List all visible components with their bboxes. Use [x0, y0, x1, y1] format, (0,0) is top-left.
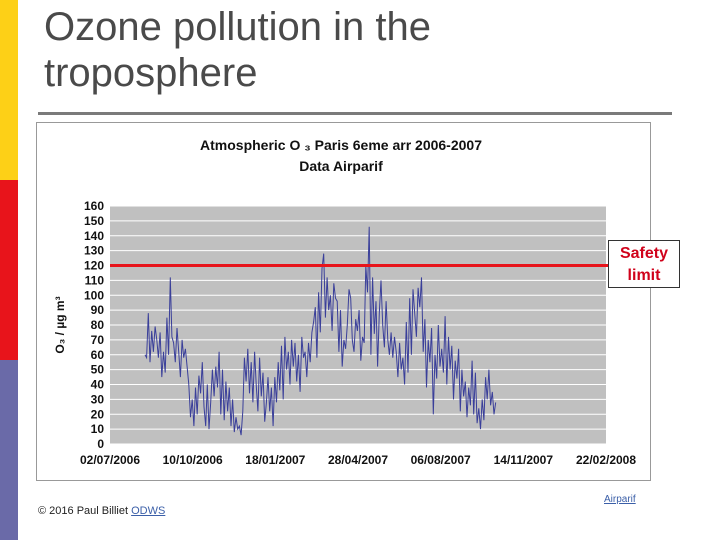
y-tick-label: 90: [91, 303, 105, 317]
safety-limit-label: Safety limit: [608, 240, 680, 288]
gridlines: [110, 205, 606, 445]
ozone-chart: Atmospheric O ₃ Paris 6eme arr 2006-2007…: [36, 122, 651, 481]
accent-strip-yellow: [0, 0, 18, 180]
x-tick-label: 28/04/2007: [328, 453, 388, 467]
safety-label-line1: Safety: [619, 245, 669, 262]
chart-title-line2: Data Airparif: [299, 158, 383, 174]
slide-title-line1: Ozone pollution in the: [44, 5, 431, 49]
x-tick-label: 14/11/2007: [494, 453, 554, 467]
copyright-text: © 2016 Paul Billiet: [38, 505, 132, 517]
y-axis-label: O₃ / µg m³: [53, 296, 67, 353]
x-tick-labels: 02/07/2006 10/10/2006 18/01/2007 28/04/2007…: [80, 453, 636, 467]
x-tick-label: 22/02/2008: [576, 453, 636, 467]
y-tick-label: 50: [91, 363, 105, 377]
chart-title-line1: Atmospheric O ₃ Paris 6eme arr 2006-2007: [200, 137, 482, 153]
y-tick-label: 0: [97, 437, 104, 451]
accent-strip-blue: [0, 360, 18, 540]
x-tick-label: 06/08/2007: [411, 453, 471, 467]
series-line: [144, 226, 497, 436]
y-tick-label: 60: [91, 348, 105, 362]
y-tick-label: 130: [84, 244, 104, 258]
y-tick-label: 120: [84, 259, 104, 273]
slide-title-line2: troposphere: [44, 51, 258, 95]
x-tick-label: 18/01/2007: [245, 453, 305, 467]
accent-strip-red: [0, 180, 18, 360]
odws-link[interactable]: ODWS: [131, 505, 166, 517]
title-divider: [38, 112, 672, 115]
y-tick-label: 80: [91, 318, 105, 332]
y-tick-label: 140: [84, 229, 104, 243]
y-tick-label: 100: [84, 288, 104, 302]
airparif-source-link[interactable]: Airparif: [604, 494, 636, 505]
y-tick-label: 160: [84, 199, 104, 213]
x-tick-label: 10/10/2006: [163, 453, 223, 467]
x-tick-label: 02/07/2006: [80, 453, 140, 467]
y-tick-label: 110: [85, 273, 105, 287]
y-tick-label: 40: [91, 378, 105, 392]
y-tick-label: 20: [91, 407, 105, 421]
y-tick-label: 30: [91, 392, 105, 406]
y-tick-label: 70: [91, 333, 105, 347]
y-tick-label: 150: [84, 214, 104, 228]
copyright-footer: © 2016 Paul Billiet ODWS: [38, 505, 165, 517]
safety-label-line2: limit: [627, 267, 661, 284]
slide-title: Ozone pollution in the troposphere: [44, 4, 644, 96]
y-tick-label: 10: [91, 422, 105, 436]
